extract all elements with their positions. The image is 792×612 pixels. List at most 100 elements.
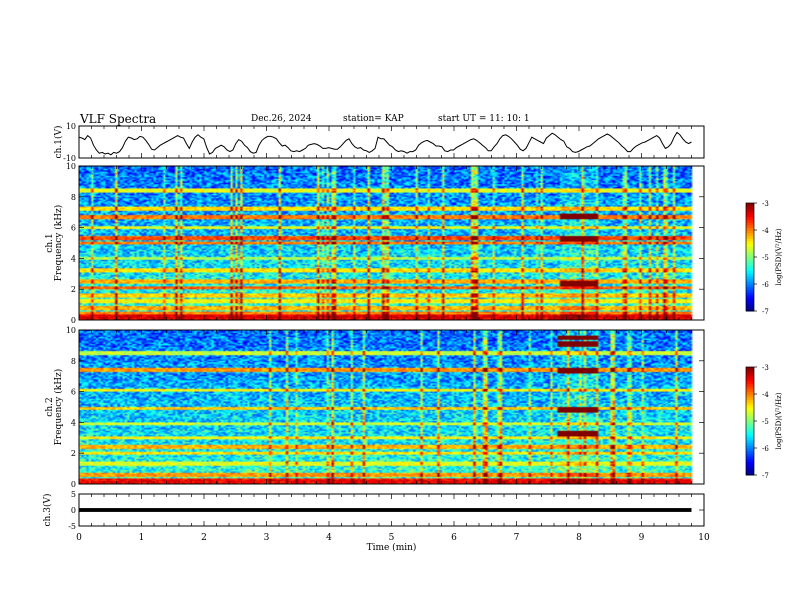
- time-axis-tick-label: 6: [451, 533, 457, 543]
- ch1-spectrogram-ytick-label: 0: [71, 316, 76, 325]
- ch1-colorbar-tick-label: -7: [762, 308, 769, 316]
- ch2-colorbar-segment: [746, 407, 754, 411]
- ch2-spectrogram-ytick-label: 8: [71, 357, 76, 366]
- ch1-colorbar-segment: [746, 208, 754, 212]
- ch1-colorbar-segment: [746, 270, 754, 274]
- ch2-colorbar-segment: [746, 391, 754, 395]
- ch1-colorbar-segment: [746, 254, 754, 258]
- ch1-spectrogram-image: [79, 166, 704, 320]
- ch2-colorbar-segment: [746, 450, 754, 454]
- ch2-colorbar-label: log(PSD)(V²/Hz): [775, 392, 783, 449]
- spectrogram-layer: [79, 166, 704, 484]
- time-axis-tick-label: 8: [576, 533, 582, 543]
- ch1-colorbar-segment: [746, 278, 754, 282]
- date-label: Dec.26, 2024: [251, 114, 312, 124]
- ch2-spectrogram-ytick-label: 2: [71, 449, 76, 458]
- ch1-colorbar-segment: [746, 232, 754, 236]
- ch2-colorbar-segment: [746, 369, 754, 373]
- ch2-colorbar-segment: [746, 453, 754, 457]
- ch1-colorbar-segment: [746, 246, 754, 250]
- ch1-spectrogram-ylabel2: Frequency (kHz): [53, 205, 64, 282]
- time-axis-tick-label: 2: [201, 533, 207, 543]
- ch1-colorbar-segment: [746, 262, 754, 266]
- ch1-spectrogram-ytick-label: 2: [71, 285, 76, 294]
- ch2-colorbar-segment: [746, 442, 754, 446]
- ch2-colorbar-segment: [746, 426, 754, 430]
- ch1-colorbar-segment: [746, 243, 754, 247]
- ch2-colorbar-segment: [746, 439, 754, 444]
- ch1-waveform-ytick-label: 10: [66, 122, 76, 131]
- ch1-colorbar-segment: [746, 205, 754, 209]
- ch1-colorbar-tick-label: -3: [762, 200, 769, 208]
- ch2-colorbar-tick-label: -3: [762, 364, 769, 372]
- ch1-colorbar-segment: [746, 292, 754, 296]
- ch2-colorbar-segment: [746, 367, 754, 371]
- ch1-colorbar-segment: [746, 265, 754, 269]
- ch3-waveform-ylabel: ch.3(V): [42, 494, 53, 527]
- ch2-colorbar-segment: [746, 472, 754, 476]
- ch1-colorbar-segment: [746, 248, 754, 253]
- ch1-colorbar-segment: [746, 257, 754, 261]
- ch2-colorbar-segment: [746, 429, 754, 433]
- ch2-colorbar-segment: [746, 461, 754, 465]
- ch3-waveform-trace: [79, 508, 692, 512]
- ch1-colorbar-segment: [746, 211, 754, 215]
- ch1-colorbar-segment: [746, 238, 754, 242]
- ch2-colorbar-segment: [746, 399, 754, 403]
- ch3-waveform-ytick-label: -5: [68, 522, 76, 531]
- time-axis-tick-label: 4: [326, 533, 332, 543]
- ch2-colorbar-segment: [746, 375, 754, 379]
- ch2-colorbar-segment: [746, 372, 754, 376]
- ch1-colorbar-segment: [746, 300, 754, 304]
- time-axis-tick-label: 7: [514, 533, 520, 543]
- ch1-colorbar-segment: [746, 219, 754, 223]
- ch3-waveform-ytick-label: 0: [71, 506, 76, 515]
- ch1-colorbar-segment: [746, 216, 754, 220]
- ch2-colorbar-segment: [746, 377, 754, 381]
- time-axis-tick-label: 3: [264, 533, 270, 543]
- ch1-colorbar-segment: [746, 235, 754, 239]
- ch1-colorbar-segment: [746, 267, 754, 271]
- ch1-colorbar-label: log(PSD)(V²/Hz): [775, 228, 783, 285]
- ch2-spectrogram-ytick-label: 0: [71, 480, 76, 489]
- ch2-colorbar-segment: [746, 394, 754, 398]
- ch1-spectrogram-ytick-label: 6: [71, 224, 76, 233]
- ch2-colorbar-tick-label: -5: [762, 418, 769, 426]
- ch2-spectrogram-ylabel2: Frequency (kHz): [53, 369, 64, 446]
- ch1-spectrogram-ytick-label: 8: [71, 193, 76, 202]
- ch2-colorbar-segment: [746, 456, 754, 460]
- ch1-colorbar-segment: [746, 213, 754, 217]
- time-axis-tick-label: 9: [639, 533, 645, 543]
- ch2-colorbar-segment: [746, 385, 754, 390]
- ch2-colorbar-segment: [746, 448, 754, 452]
- ch2-colorbar-segment: [746, 380, 754, 384]
- ch2-colorbar-segment: [746, 415, 754, 419]
- ch2-colorbar-segment: [746, 404, 754, 408]
- time-axis-tick-label: 0: [76, 533, 82, 543]
- time-axis-tick-label: 1: [139, 533, 145, 543]
- ch2-colorbar-segment: [746, 412, 754, 417]
- ch1-spectrogram-ytick-label: 4: [71, 254, 76, 263]
- time-axis-tick-label: 10: [698, 533, 710, 543]
- ch1-spectrogram-ylabel: ch.1: [45, 233, 55, 252]
- ch1-colorbar-segment: [746, 227, 754, 231]
- ch1-colorbar-segment: [746, 221, 754, 226]
- figure-title: VLF Spectra: [80, 112, 157, 126]
- ch2-colorbar-segment: [746, 402, 754, 406]
- ch2-colorbar-segment: [746, 388, 754, 392]
- ch1-colorbar-segment: [746, 294, 754, 298]
- ch2-colorbar-segment: [746, 418, 754, 422]
- ch2-colorbar-segment: [746, 431, 754, 435]
- ch1-colorbar-segment: [746, 286, 754, 290]
- ch2-colorbar-segment: [746, 410, 754, 414]
- time-axis-tick-label: 5: [389, 533, 395, 543]
- ch1-colorbar-tick-label: -6: [762, 281, 769, 289]
- ch1-colorbar-segment: [746, 284, 754, 288]
- ch2-colorbar-segment: [746, 421, 754, 425]
- station-label: station= KAP: [343, 114, 404, 124]
- ch2-colorbar-segment: [746, 423, 754, 427]
- ch2-colorbar-tick-label: -6: [762, 445, 769, 453]
- ch1-colorbar-segment: [746, 297, 754, 301]
- ch1-colorbar-segment: [746, 273, 754, 277]
